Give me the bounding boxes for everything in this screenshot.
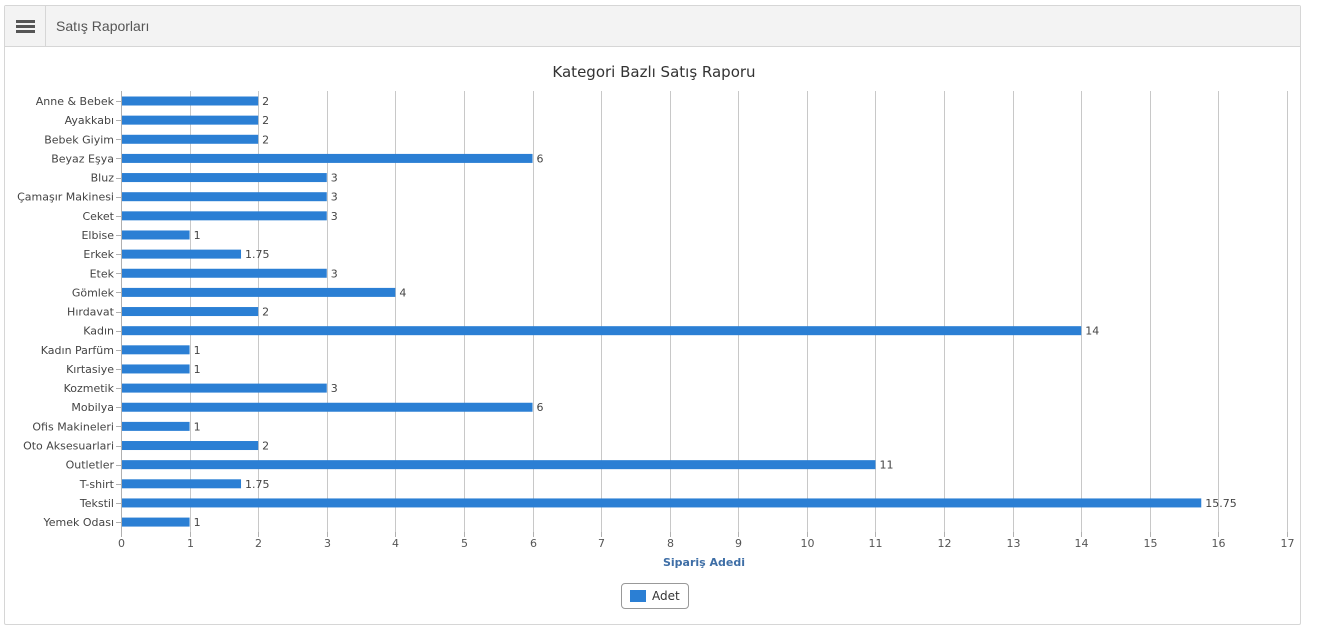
legend-label: Adet [652, 589, 680, 603]
x-tick-label-15: 15 [1144, 537, 1158, 550]
x-tick-label-1: 1 [187, 537, 194, 550]
category-label: Outletler [66, 459, 115, 472]
bar [122, 287, 396, 297]
category-label: Erkek [83, 248, 114, 261]
menu-icon[interactable] [5, 6, 46, 46]
bar [122, 479, 242, 489]
data-label: 4 [399, 286, 406, 299]
bar [122, 441, 259, 451]
data-label: 11 [879, 459, 893, 472]
bar [122, 307, 259, 317]
data-label: 6 [537, 152, 544, 165]
bar [122, 211, 327, 221]
data-label: 1 [194, 420, 201, 433]
chart-title: Kategori Bazlı Satış Raporu [552, 63, 755, 81]
data-label: 14 [1085, 325, 1099, 338]
data-label: 1 [194, 344, 201, 357]
category-label: Ayakkabı [65, 114, 114, 127]
category-label: Kadın Parfüm [41, 344, 114, 357]
category-label: Kırtasiye [66, 363, 114, 376]
bar [122, 383, 327, 393]
category-label: Hırdavat [67, 306, 115, 319]
bar [122, 268, 327, 278]
legend-swatch [630, 590, 646, 602]
bar [122, 326, 1082, 336]
data-label: 1 [194, 363, 201, 376]
data-label: 1 [194, 229, 201, 242]
category-label: Gömlek [72, 286, 115, 299]
panel-title: Satış Raporları [56, 18, 150, 34]
category-label: Kadın [83, 325, 114, 338]
category-label: Oto Aksesuarlari [23, 440, 114, 453]
bar [122, 364, 190, 374]
bar [122, 517, 190, 527]
x-tick-label-12: 12 [938, 537, 952, 550]
data-label: 1.75 [245, 478, 270, 491]
bar [122, 345, 190, 355]
x-tick-label-10: 10 [801, 537, 815, 550]
bar [122, 173, 327, 183]
bar [122, 402, 533, 412]
data-label: 2 [262, 114, 269, 127]
category-label: Bebek Giyim [44, 133, 114, 146]
legend-item-adet[interactable]: Adet [621, 583, 689, 609]
category-label: Beyaz Eşya [51, 152, 114, 165]
x-tick-label-13: 13 [1007, 537, 1021, 550]
category-label: Elbise [81, 229, 114, 242]
category-label: T-shirt [79, 478, 115, 491]
data-label: 1 [194, 516, 201, 529]
data-label: 3 [331, 267, 338, 280]
bar [122, 421, 190, 431]
data-label: 3 [331, 191, 338, 204]
category-label: Kozmetik [64, 382, 115, 395]
category-label: Tekstil [79, 497, 114, 510]
data-label: 3 [331, 172, 338, 185]
x-tick-label-6: 6 [530, 537, 537, 550]
x-tick-label-14: 14 [1075, 537, 1089, 550]
x-tick-label-17: 17 [1281, 537, 1295, 550]
category-label: Anne & Bebek [36, 95, 115, 108]
data-label: 2 [262, 95, 269, 108]
x-tick-label-2: 2 [255, 537, 262, 550]
x-tick-label-4: 4 [392, 537, 399, 550]
bar [122, 249, 242, 259]
x-tick-label-8: 8 [667, 537, 674, 550]
panel-header: Satış Raporları [5, 6, 1300, 47]
data-label: 3 [331, 210, 338, 223]
x-axis-title: Sipariş Adedi [663, 556, 745, 569]
data-label: 2 [262, 133, 269, 146]
category-label: Yemek Odası [42, 516, 114, 529]
category-label: Çamaşır Makinesi [17, 191, 114, 204]
category-label: Ofis Makineleri [32, 420, 114, 433]
x-tick-label-11: 11 [869, 537, 883, 550]
x-tick-label-16: 16 [1212, 537, 1226, 550]
bar [122, 192, 327, 202]
category-label: Ceket [82, 210, 114, 223]
data-label: 3 [331, 382, 338, 395]
x-tick-label-3: 3 [324, 537, 331, 550]
bar [122, 134, 259, 144]
category-label: Mobilya [71, 401, 114, 414]
x-tick-label-9: 9 [735, 537, 742, 550]
data-label: 1.75 [245, 248, 270, 261]
category-label: Etek [90, 267, 115, 280]
x-tick-label-7: 7 [598, 537, 605, 550]
bar [122, 460, 876, 470]
category-label: Bluz [91, 172, 115, 185]
bar [122, 115, 259, 125]
data-label: 15.75 [1205, 497, 1237, 510]
bar [122, 498, 1202, 508]
bar [122, 230, 190, 240]
x-tick-label-0: 0 [118, 537, 125, 550]
x-tick-label-5: 5 [461, 537, 468, 550]
bar [122, 153, 533, 163]
data-label: 2 [262, 306, 269, 319]
data-label: 2 [262, 440, 269, 453]
data-label: 6 [537, 401, 544, 414]
bar [122, 96, 259, 106]
